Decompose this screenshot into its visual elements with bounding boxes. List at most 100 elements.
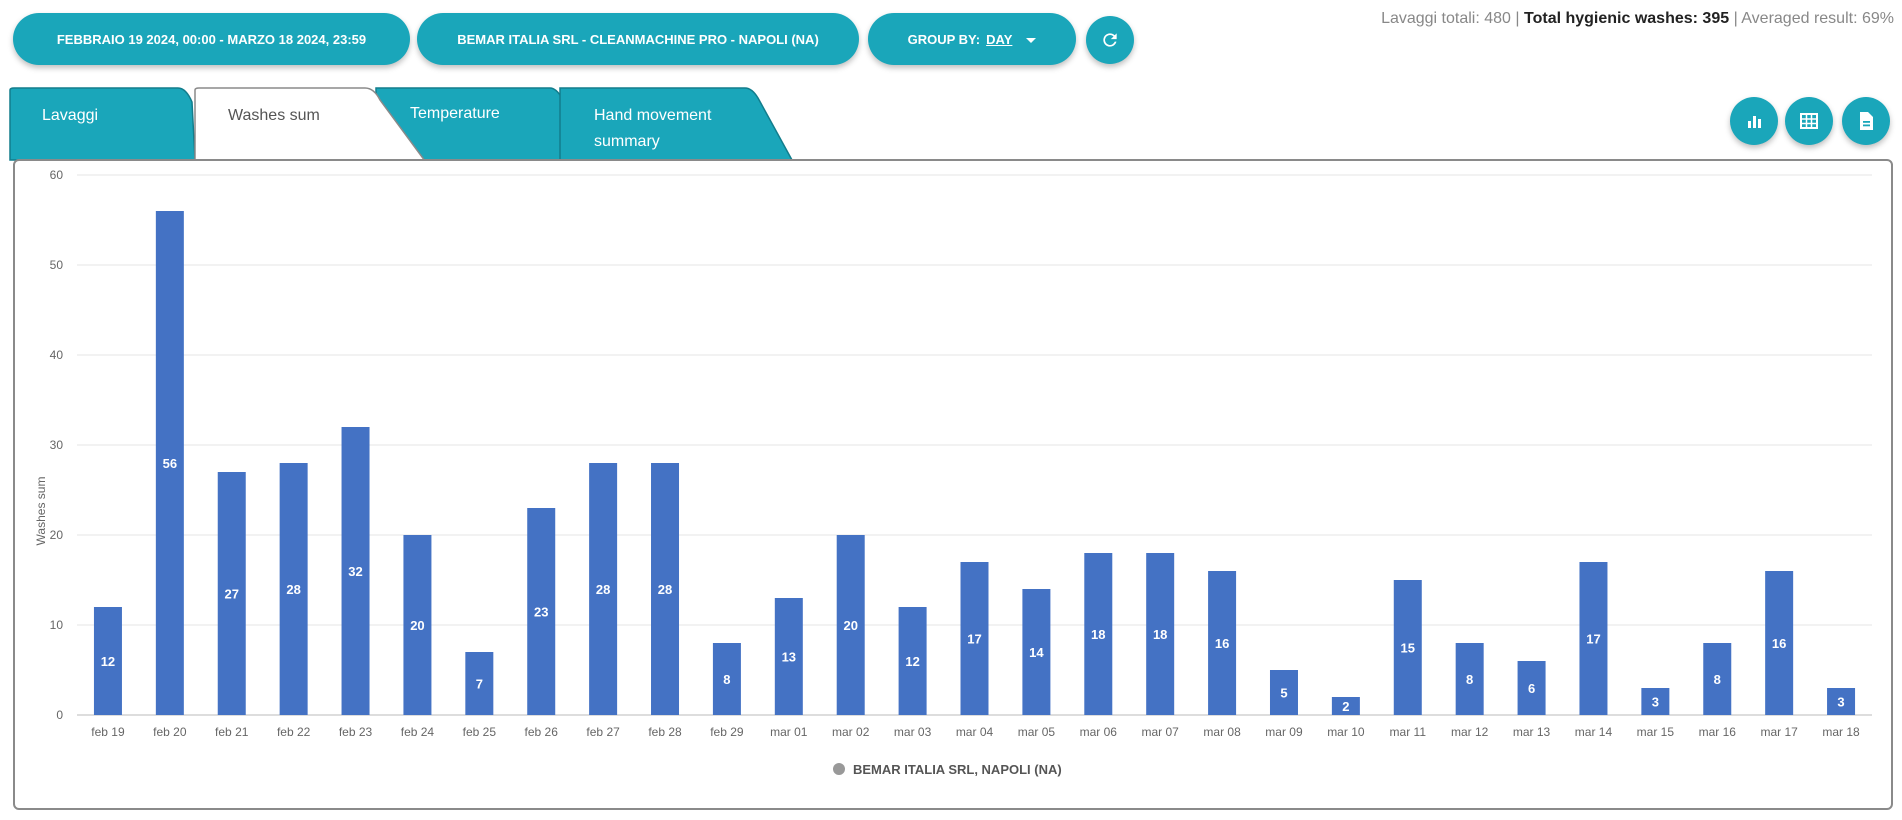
x-tick-label: mar 12: [1451, 725, 1489, 739]
bar[interactable]: [1517, 661, 1546, 715]
chart-legend[interactable]: BEMAR ITALIA SRL, NAPOLI (NA): [833, 762, 1062, 777]
bar[interactable]: [1455, 643, 1484, 715]
x-tick-label: feb 20: [153, 725, 187, 739]
bar[interactable]: [155, 211, 184, 715]
date-range-label: FEBBRAIO 19 2024, 00:00 - MARZO 18 2024,…: [56, 31, 367, 47]
bar-chart-icon: [1748, 116, 1761, 128]
x-tick-label: mar 07: [1142, 725, 1180, 739]
company-label: BEMAR ITALIA SRL - CLEANMACHINE PRO - NA…: [457, 31, 819, 47]
bar[interactable]: [217, 472, 246, 715]
y-tick-label: 40: [50, 348, 64, 362]
lavaggi-totali-label: Lavaggi totali:: [1381, 10, 1480, 27]
bar[interactable]: [1579, 562, 1608, 715]
y-tick-label: 0: [56, 708, 63, 722]
tab-lavaggi-label[interactable]: Lavaggi: [42, 107, 99, 124]
company-selector-button[interactable]: BEMAR ITALIA SRL - CLEANMACHINE PRO - NA…: [417, 13, 859, 65]
hygienic-washes-label: Total hygienic washes:: [1524, 10, 1698, 27]
bar[interactable]: [93, 607, 122, 715]
bar[interactable]: [589, 463, 618, 715]
bar-chart-view-button[interactable]: [1730, 97, 1778, 145]
data-label: 28: [286, 582, 300, 597]
x-tick-label: mar 17: [1760, 725, 1798, 739]
group-by-dropdown[interactable]: GROUP BY: DAY: [868, 13, 1076, 65]
group-by-label: GROUP BY:: [907, 31, 981, 47]
x-tick-label: mar 02: [832, 725, 870, 739]
x-tick-label: feb 28: [648, 725, 682, 739]
bar[interactable]: [527, 508, 556, 715]
x-tick-label: feb 26: [525, 725, 559, 739]
x-tick-label: mar 14: [1575, 725, 1613, 739]
bar[interactable]: [1393, 580, 1422, 715]
tab-hand-movement[interactable]: [559, 87, 794, 161]
x-tick-label: feb 29: [710, 725, 744, 739]
bar[interactable]: [1208, 571, 1237, 715]
data-label: 15: [1401, 641, 1415, 656]
export-file-icon: [1860, 112, 1873, 130]
bar[interactable]: [712, 643, 741, 715]
y-tick-label: 60: [50, 168, 64, 182]
refresh-button[interactable]: [1086, 16, 1134, 64]
bar[interactable]: [1269, 670, 1298, 715]
data-label: 28: [658, 582, 672, 597]
bar[interactable]: [1765, 571, 1794, 715]
x-tick-label: mar 18: [1822, 725, 1860, 739]
x-tick-label: mar 09: [1265, 725, 1303, 739]
y-axis-label: Washes sum: [34, 477, 48, 546]
data-label: 28: [596, 582, 610, 597]
bar[interactable]: [960, 562, 989, 715]
bar[interactable]: [651, 463, 680, 715]
tab-temperature-label[interactable]: Temperature: [410, 105, 500, 122]
bar[interactable]: [1703, 643, 1732, 715]
data-label: 8: [1466, 672, 1473, 687]
washes-sum-bar-chart: 12 56 27 28 32 20 7 23 28 28 8 13 20 12 17 14 18 18 16 5 2 15…: [34, 168, 1872, 777]
data-label: 27: [225, 587, 239, 602]
bar[interactable]: [279, 463, 308, 715]
bar[interactable]: [1331, 697, 1360, 715]
data-label: 13: [782, 650, 796, 665]
x-tick-label: feb 19: [91, 725, 125, 739]
data-label: 7: [476, 677, 483, 692]
bar[interactable]: [465, 652, 494, 715]
data-label: 17: [967, 632, 981, 647]
x-tick-label: feb 27: [586, 725, 620, 739]
y-tick-label: 10: [50, 618, 64, 632]
y-tick-label: 20: [50, 528, 64, 542]
legend-label: BEMAR ITALIA SRL, NAPOLI (NA): [853, 762, 1062, 777]
refresh-icon: [1103, 33, 1117, 47]
data-label: 3: [1652, 695, 1659, 710]
table-view-button[interactable]: [1785, 97, 1833, 145]
export-file-button[interactable]: [1842, 97, 1890, 145]
bar[interactable]: [1146, 553, 1175, 715]
bar[interactable]: [836, 535, 865, 715]
bar[interactable]: [1641, 688, 1670, 715]
averaged-result-label: Averaged result:: [1741, 10, 1858, 27]
y-tick-label: 30: [50, 438, 64, 452]
tab-washes-sum[interactable]: [194, 87, 427, 162]
bar[interactable]: [1084, 553, 1113, 715]
group-by-value: DAY: [986, 31, 1013, 47]
tab-hand-movement-line1: Hand movement: [594, 107, 712, 124]
x-tick-label: mar 06: [1080, 725, 1118, 739]
x-tick-label: mar 01: [770, 725, 808, 739]
tab-hand-movement-line2: summary: [594, 133, 660, 150]
x-tick-label: mar 03: [894, 725, 932, 739]
tab-hand-movement-label[interactable]: Hand movement summary: [594, 103, 711, 155]
bar[interactable]: [1827, 688, 1856, 715]
bar[interactable]: [341, 427, 370, 715]
x-tick-label: feb 22: [277, 725, 311, 739]
x-tick-label: mar 08: [1203, 725, 1241, 739]
bar[interactable]: [403, 535, 432, 715]
bar[interactable]: [1022, 589, 1051, 715]
chevron-down-icon: [1026, 37, 1037, 43]
x-tick-label: feb 25: [463, 725, 497, 739]
bar[interactable]: [898, 607, 927, 715]
x-tick-label: mar 16: [1699, 725, 1737, 739]
hygienic-washes-value: 395: [1702, 10, 1730, 27]
y-tick-label: 50: [50, 258, 64, 272]
bar[interactable]: [774, 598, 803, 715]
date-range-button[interactable]: FEBBRAIO 19 2024, 00:00 - MARZO 18 2024,…: [13, 13, 410, 65]
table-icon: [1800, 113, 1818, 129]
tab-lavaggi[interactable]: [9, 87, 196, 161]
tab-washes-sum-label[interactable]: Washes sum: [228, 107, 320, 124]
data-label: 16: [1772, 636, 1786, 651]
